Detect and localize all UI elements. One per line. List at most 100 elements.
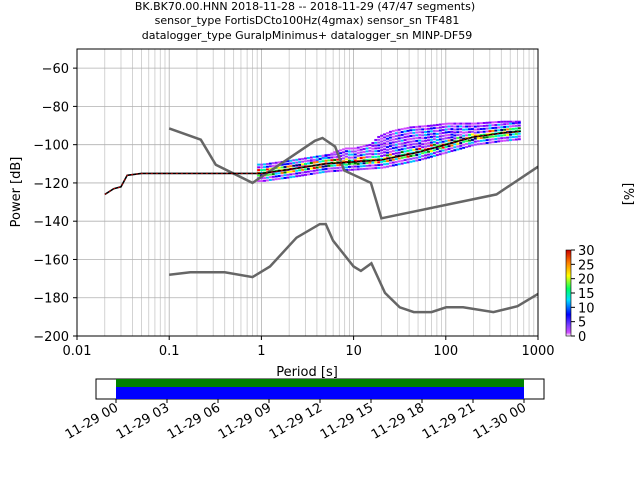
hist-cell — [424, 157, 428, 160]
hist-cell — [380, 143, 384, 146]
hist-cell — [418, 139, 422, 142]
hist-cell — [421, 152, 425, 155]
hist-cell — [371, 153, 375, 156]
hist-cell — [403, 147, 407, 150]
hist-cell — [289, 159, 293, 162]
hist-cell — [421, 134, 425, 137]
timeline-tick-label: 11-29 06 — [165, 400, 223, 442]
hist-cell — [383, 160, 387, 163]
hist-cell — [415, 159, 419, 162]
hist-cell — [321, 154, 325, 157]
hist-cell — [406, 132, 410, 135]
hist-cell — [456, 128, 460, 131]
hist-cell — [409, 132, 413, 135]
mode-line-highlight — [104, 130, 521, 195]
hist-cell — [418, 125, 422, 128]
hist-cell — [438, 144, 442, 147]
hist-cell — [268, 176, 272, 179]
hist-cell — [298, 158, 302, 161]
hist-cell — [327, 167, 331, 170]
hist-cell — [324, 167, 328, 170]
hist-cell — [397, 131, 401, 134]
hist-cell — [412, 134, 416, 137]
hist-cell — [383, 163, 387, 166]
hist-cell — [371, 161, 375, 164]
hist-cell — [321, 157, 325, 160]
hist-cell — [435, 151, 439, 154]
hist-cell — [286, 160, 290, 163]
hist-cell — [470, 141, 474, 144]
hist-cell — [388, 162, 392, 165]
hist-cell — [362, 150, 366, 153]
hist-cell — [330, 152, 334, 155]
hist-cell — [473, 143, 477, 146]
hist-cell — [453, 137, 457, 140]
hist-cell — [295, 164, 299, 167]
hist-cell — [462, 140, 466, 143]
hist-cell — [511, 122, 515, 125]
hist-cell — [368, 152, 372, 155]
hist-cell — [503, 134, 507, 137]
hist-cell — [470, 133, 474, 136]
hist-cell — [429, 130, 433, 133]
hist-cell — [342, 148, 346, 151]
hist-cell — [353, 162, 357, 165]
hist-cell — [391, 141, 395, 144]
hist-cell — [456, 125, 460, 128]
hist-cell — [368, 167, 372, 170]
colorbar-tick-label: 20 — [578, 273, 595, 288]
hist-cell — [497, 123, 501, 126]
hist-cell — [356, 162, 360, 165]
hist-cell — [468, 125, 471, 128]
hist-cell — [514, 138, 518, 141]
hist-cell — [315, 159, 319, 162]
hist-cell — [383, 145, 387, 148]
hist-cell — [506, 125, 510, 128]
hist-cell — [345, 158, 348, 161]
hist-cell — [391, 164, 395, 167]
hist-cell — [409, 135, 413, 138]
hist-cell — [301, 160, 305, 163]
hist-cell — [271, 162, 275, 165]
hist-cell — [347, 162, 351, 165]
timeline-bar-upper — [116, 379, 524, 387]
hist-cell — [280, 163, 284, 166]
hist-cell — [429, 133, 433, 136]
hist-cell — [295, 158, 299, 161]
hist-cell — [415, 139, 419, 142]
hist-cell — [271, 175, 275, 178]
hist-cell — [459, 142, 463, 145]
hist-cell — [336, 169, 340, 172]
hist-cell — [403, 150, 407, 153]
hist-cell — [403, 130, 407, 133]
hist-cell — [429, 138, 433, 141]
hist-cell — [271, 178, 275, 181]
hist-cell — [394, 140, 398, 143]
hist-cell — [394, 160, 398, 163]
hist-cell — [371, 156, 375, 159]
hist-cell — [377, 144, 381, 147]
hist-cell — [394, 158, 398, 161]
hist-cell — [365, 161, 369, 164]
hist-cell — [388, 150, 392, 153]
hist-cell — [456, 145, 460, 148]
timeline-bar-lower — [116, 387, 524, 399]
hist-cell — [265, 176, 269, 179]
hist-cell — [347, 159, 351, 162]
hist-cell — [380, 152, 384, 155]
hist-cell — [509, 128, 512, 131]
hist-cell — [391, 152, 395, 155]
hist-cell — [470, 125, 474, 128]
hist-cell — [453, 149, 457, 152]
hist-cell — [274, 161, 278, 164]
hist-cell — [438, 123, 442, 126]
hist-cell — [380, 157, 384, 160]
hist-cell — [330, 170, 334, 173]
hist-cell — [427, 142, 430, 145]
hist-cell — [339, 152, 343, 155]
hist-cell — [353, 159, 357, 162]
hist-cell — [394, 135, 398, 138]
hist-cell — [412, 148, 416, 151]
hist-cell — [397, 137, 401, 140]
timeline-tick-label: 11-29 09 — [216, 400, 274, 442]
